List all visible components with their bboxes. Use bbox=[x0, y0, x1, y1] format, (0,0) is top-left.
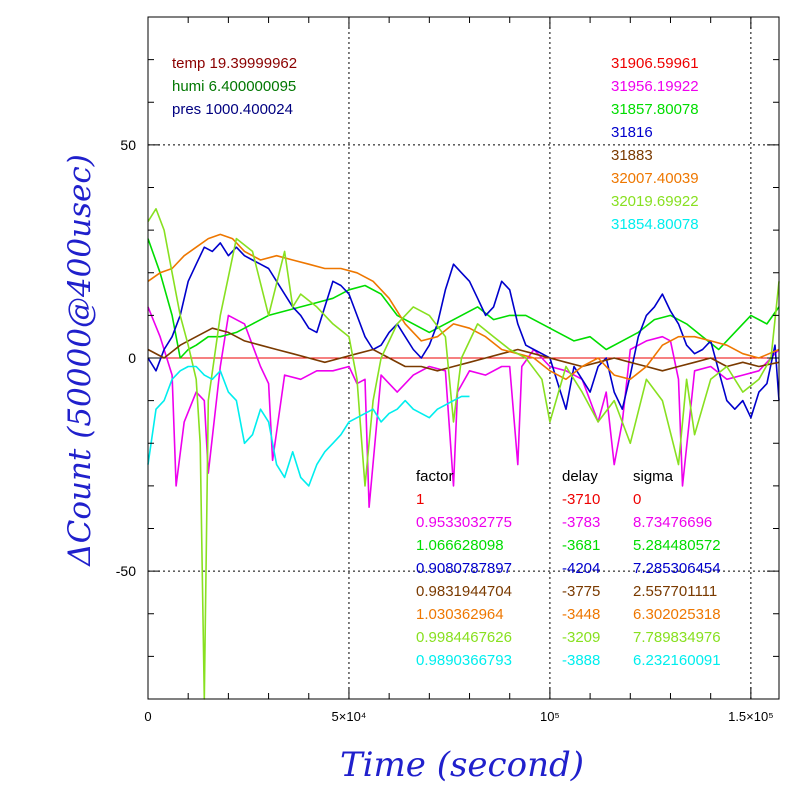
x-tick-label: 5×10⁴ bbox=[332, 709, 367, 724]
table-cell-sigma: 5.284480572 bbox=[633, 537, 721, 554]
series-line bbox=[147, 238, 780, 359]
table-cell-delay: -3681 bbox=[562, 537, 600, 554]
table-cell-delay: -4204 bbox=[562, 560, 600, 577]
axis-ticks bbox=[148, 17, 779, 699]
x-axis-title: Time (second) bbox=[340, 745, 584, 785]
y-tick-label: 0 bbox=[128, 350, 136, 366]
env-info-label: pres 1000.400024 bbox=[172, 101, 293, 118]
annotations: 0 5×10⁴ 10⁵ 1.5×10⁵ 50 0 -50 temp 19.39999962 hu… bbox=[116, 55, 774, 724]
series-mean-label: 31906.59961 bbox=[611, 55, 699, 72]
y-tick-label: -50 bbox=[116, 563, 136, 579]
table-cell-sigma: 7.789834976 bbox=[633, 629, 721, 646]
series-line bbox=[147, 208, 780, 700]
table-cell-factor: 1.030362964 bbox=[416, 606, 504, 623]
y-tick-label: 50 bbox=[120, 137, 136, 153]
table-cell-delay: -3888 bbox=[562, 652, 600, 669]
table-cell-delay: -3209 bbox=[562, 629, 600, 646]
table-cell-sigma: 6.302025318 bbox=[633, 606, 721, 623]
series-line bbox=[147, 327, 780, 372]
table-cell-factor: 1.066628098 bbox=[416, 537, 504, 554]
table-header-factor: factor bbox=[416, 468, 454, 485]
series-mean-label: 32019.69922 bbox=[611, 193, 699, 210]
series-mean-label: 32007.40039 bbox=[611, 170, 699, 187]
table-cell-sigma: 8.73476696 bbox=[633, 514, 712, 531]
x-tick-label: 1.5×10⁵ bbox=[728, 709, 774, 724]
series-line bbox=[147, 365, 470, 487]
series-mean-label: 31857.80078 bbox=[611, 101, 699, 118]
table-cell-factor: 0.9984467626 bbox=[416, 629, 512, 646]
x-tick-label: 0 bbox=[144, 709, 151, 724]
table-cell-delay: -3775 bbox=[562, 583, 600, 600]
env-info-label: humi 6.400000095 bbox=[172, 78, 296, 95]
table-cell-factor: 0.9890366793 bbox=[416, 652, 512, 669]
table-cell-factor: 0.9533032775 bbox=[416, 514, 512, 531]
table-cell-factor: 1 bbox=[416, 491, 424, 508]
table-cell-factor: 0.9831944704 bbox=[416, 583, 512, 600]
table-cell-delay: -3710 bbox=[562, 491, 600, 508]
table-cell-sigma: 6.232160091 bbox=[633, 652, 721, 669]
table-cell-sigma: 0 bbox=[633, 491, 641, 508]
table-header-sigma: sigma bbox=[633, 468, 674, 485]
table-cell-delay: -3448 bbox=[562, 606, 600, 623]
table-cell-sigma: 2.557701111 bbox=[633, 583, 717, 600]
table-header-delay: delay bbox=[562, 468, 598, 485]
series-line bbox=[147, 242, 780, 419]
series-mean-label: 31883 bbox=[611, 147, 653, 164]
y-axis-title: ΔCount (50000@400usec) bbox=[62, 154, 98, 567]
series-mean-label: 31816 bbox=[611, 124, 653, 141]
series-mean-label: 31956.19922 bbox=[611, 78, 699, 95]
table-cell-delay: -3783 bbox=[562, 514, 600, 531]
series-line bbox=[147, 233, 780, 381]
plot-series bbox=[147, 208, 780, 700]
series-mean-label: 31854.80078 bbox=[611, 216, 699, 233]
x-tick-label: 10⁵ bbox=[540, 709, 560, 724]
table-cell-sigma: 7.285306454 bbox=[633, 560, 721, 577]
series-line bbox=[147, 306, 780, 509]
table-cell-factor: 0.9080787897 bbox=[416, 560, 512, 577]
env-info-label: temp 19.39999962 bbox=[172, 55, 297, 72]
